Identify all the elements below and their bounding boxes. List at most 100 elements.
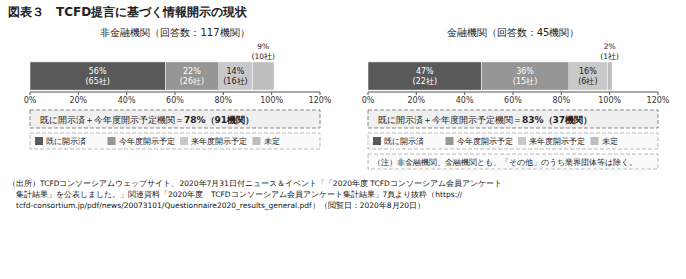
chart-panel: 非金融機関（回答数：117機関） 56%(65社) 22%(26社) 14%(16社)…	[24, 27, 332, 149]
data-label-line: 16%	[579, 67, 597, 76]
bar-segment	[368, 62, 482, 90]
x-tick	[78, 92, 79, 95]
legend-label: 未定	[264, 137, 280, 146]
x-tick-label: 0%	[24, 96, 37, 105]
x-tick-label: 120%	[309, 96, 332, 105]
x-tick	[271, 92, 272, 95]
data-label-line: (16社)	[223, 77, 247, 86]
labels: 56%(65社) 22%(26社) 14%(16社) 9%(10社)	[85, 42, 275, 85]
bar-segment	[165, 62, 218, 90]
data-label-line: (6社)	[578, 77, 597, 86]
summary: 既に開示済＋今年度開示予定機関＝78%（91機関）	[40, 115, 254, 125]
bars	[30, 62, 274, 90]
data-label-line: 47%	[416, 67, 434, 76]
data-label: 14%(16社)	[223, 67, 247, 86]
bars	[368, 62, 612, 90]
bar-segment	[482, 62, 569, 90]
x-tick	[561, 92, 562, 95]
x-tick-label: 100%	[260, 96, 283, 105]
legend-box	[30, 133, 320, 149]
x-tick	[464, 92, 465, 95]
data-label-line: (22社)	[413, 77, 437, 86]
source-line: tcfd-consortium.jp/pdf/news/20073101/Que…	[8, 201, 425, 210]
x-tick	[609, 92, 610, 95]
source-line: （出所）TCFDコンソーシアムウェッブサイト、2020年7月31日付ニュース＆イ…	[8, 179, 502, 188]
chart-root: 図表３ TCFD提言に基づく情報開示の現状非金融機関（回答数：117機関） 56%…	[0, 0, 686, 279]
data-label-line: 22%	[183, 67, 201, 76]
bar-segment	[252, 62, 274, 90]
legend-swatch	[591, 137, 599, 145]
data-label: 47%(22社)	[413, 67, 437, 86]
summary-part: 83%（37機関）	[522, 115, 592, 125]
data-label-line: (1社)	[600, 52, 619, 61]
data-label: 22%(26社)	[180, 67, 204, 86]
data-label-line: (65社)	[85, 77, 109, 86]
note: （注）非金融機関、金融機関とも、「その他」のうち業界団体等は除く。	[373, 158, 637, 167]
x-tick-label: 80%	[552, 96, 570, 105]
x-tick-label: 80%	[214, 96, 232, 105]
legend-label: 来年度開示予定	[191, 137, 247, 146]
data-label-line: (26社)	[180, 77, 204, 86]
x-tick	[126, 92, 127, 95]
x-tick-label: 60%	[166, 96, 184, 105]
bar-segment	[219, 62, 253, 90]
summary-box	[30, 110, 320, 128]
data-label-line: 14%	[227, 67, 245, 76]
data-label: 56%(65社)	[85, 67, 109, 86]
legend-label: 既に開示済	[384, 137, 424, 146]
data-label-line: 36%	[516, 67, 534, 76]
x-tick	[368, 92, 369, 95]
chart-title: 非金融機関（回答数：117機関）	[100, 27, 249, 38]
chart-title: 金融機関（回答数：45機関）	[447, 27, 580, 38]
x-tick	[320, 92, 321, 95]
x-tick	[175, 92, 176, 95]
summary-part: 78%（91機関）	[184, 115, 254, 125]
legend-swatch	[108, 137, 116, 145]
legend-label: 未定	[602, 137, 618, 146]
x-tick	[658, 92, 659, 95]
x-tick	[416, 92, 417, 95]
labels: 47%(22社)36%(15社)16%(6社)2%(1社)	[413, 42, 619, 85]
summary: 既に開示済＋今年度開示予定機関＝83%（37機関）	[378, 115, 592, 125]
x-tick	[223, 92, 224, 95]
summary-box	[368, 110, 658, 128]
x-tick-label: 100%	[598, 96, 621, 105]
x-tick-label: 40%	[456, 96, 474, 105]
legend-label: 既に開示済	[46, 137, 86, 146]
x-tick	[30, 92, 31, 95]
legend-swatch	[373, 137, 381, 145]
data-label-line: 56%	[89, 67, 107, 76]
data-label: 16%(6社)	[578, 67, 597, 86]
legend-swatch	[35, 137, 43, 145]
x-tick-label: 120%	[647, 96, 670, 105]
legend-swatch	[446, 137, 454, 145]
chart-panel: 金融機関（回答数：45機関）47%(22社)36%(15社)16%(6社)2%(…	[362, 27, 670, 149]
legend-label: 来年度開示予定	[529, 137, 585, 146]
data-label: 9%(10社)	[252, 42, 275, 61]
data-label-line: (10社)	[252, 52, 275, 61]
legend-label: 今年度開示予定	[119, 137, 175, 146]
title: 図表３ TCFD提言に基づく情報開示の現状	[8, 5, 248, 19]
data-label: 36%(15社)	[513, 67, 537, 86]
bar-segment	[30, 62, 165, 90]
summary-part: 既に開示済＋今年度開示予定機関＝	[378, 115, 522, 125]
x-tick-label: 40%	[118, 96, 136, 105]
data-label-line: 2%	[604, 42, 616, 51]
bar-segment	[607, 62, 612, 90]
x-tick-label: 20%	[69, 96, 87, 105]
x-tick-label: 20%	[407, 96, 425, 105]
note-box	[368, 154, 658, 169]
legend-swatch	[518, 137, 526, 145]
data-label-line: (15社)	[513, 77, 537, 86]
legend-swatch	[253, 137, 261, 145]
source-line: 集計結果」を公表しました。」関連資料「2020年度 TCFDコンソーシアム会員ア…	[8, 190, 463, 199]
x-tick-label: 0%	[362, 96, 375, 105]
bar-segment	[569, 62, 608, 90]
data-label-line: 9%	[257, 42, 269, 51]
x-tick-label: 60%	[504, 96, 522, 105]
x-tick	[513, 92, 514, 95]
legend-swatch	[180, 137, 188, 145]
legend-label: 今年度開示予定	[457, 137, 513, 146]
legend-box	[368, 133, 658, 149]
data-label: 2%(1社)	[600, 42, 619, 61]
